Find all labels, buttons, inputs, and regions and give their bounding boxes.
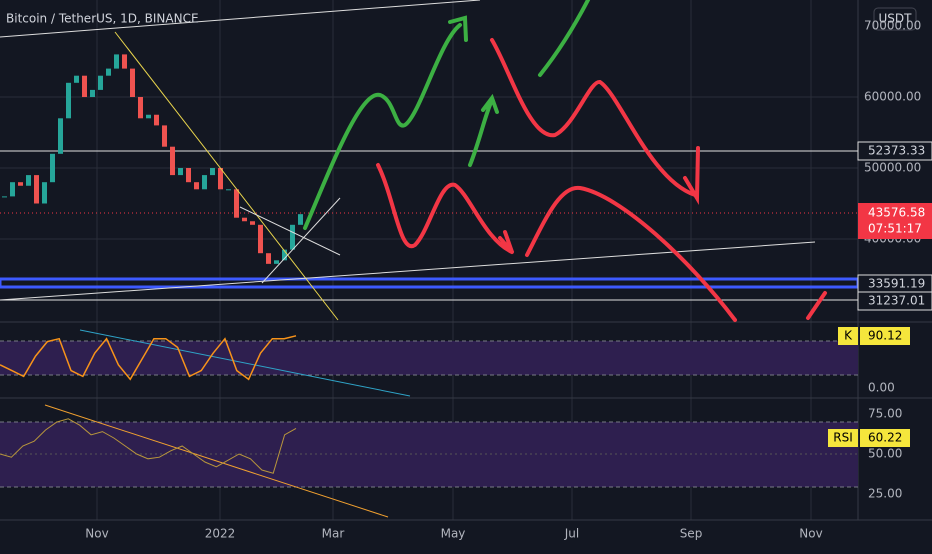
candle (106, 68, 111, 76)
rsi-tick: 75.00 (868, 407, 902, 421)
candle (282, 249, 287, 261)
indicator-tag (838, 327, 858, 345)
candle (290, 224, 295, 250)
time-tick: Nov (85, 527, 108, 541)
candle (154, 114, 159, 126)
candle (298, 214, 303, 225)
rsi-name: RSI (833, 431, 853, 445)
indicator-value-box (860, 327, 910, 345)
candle (194, 182, 199, 190)
candle (18, 182, 23, 186)
stoch-name: K (844, 329, 853, 343)
candle (34, 175, 39, 204)
candle (170, 146, 175, 176)
currency-label[interactable]: USDT (879, 12, 913, 26)
candle (26, 175, 31, 186)
stoch-tick: 0.00 (868, 381, 895, 395)
time-tick: May (441, 527, 466, 541)
drawings (0, 0, 827, 518)
time-tick: Mar (322, 527, 345, 541)
rsi-tick: 25.00 (868, 487, 902, 501)
price-box (858, 203, 932, 239)
candle (2, 196, 7, 198)
candle (74, 75, 79, 83)
candle (10, 182, 15, 197)
stoch-value: 90.12 (868, 329, 902, 343)
candle (186, 168, 191, 183)
candle (162, 125, 167, 147)
stoch-line (0, 335, 297, 381)
time-tick: Nov (799, 527, 822, 541)
symbol-title: Bitcoin / TetherUS, 1D, BINANCE (6, 12, 199, 26)
price-label: 33591.19 (868, 277, 925, 291)
candle (90, 89, 95, 97)
candle (122, 54, 127, 69)
candle (130, 68, 135, 97)
candle (218, 168, 223, 190)
candle (138, 97, 143, 119)
candle (98, 75, 103, 90)
price-box (857, 141, 932, 161)
indicator-value-box (860, 429, 910, 447)
price-label: 52373.33 (868, 144, 925, 158)
candle (66, 82, 71, 119)
candle (178, 168, 183, 176)
time-tick: Sep (680, 527, 703, 541)
rsi-tick: 50.00 (868, 447, 902, 461)
stoch-band (0, 341, 858, 375)
price-label: 31237.01 (868, 294, 925, 308)
candle (210, 168, 215, 176)
candle (274, 260, 279, 264)
time-tick: Jul (564, 527, 579, 541)
rsi-line (0, 418, 297, 474)
candles (2, 54, 303, 264)
time-axis: Nov 2022 Mar May Jul Sep Nov (85, 527, 822, 541)
time-tick: 2022 (205, 527, 236, 541)
currency-button[interactable] (873, 7, 917, 31)
rsi-value: 60.22 (868, 431, 902, 445)
rsi-band (0, 422, 858, 487)
candle (266, 253, 271, 264)
candle (250, 221, 255, 225)
candle (226, 189, 231, 191)
candle (42, 182, 47, 204)
candle (82, 75, 87, 97)
candle (202, 175, 207, 190)
indicator-tag (828, 429, 858, 447)
candle (114, 54, 119, 69)
price-box (857, 291, 932, 311)
candle (146, 114, 151, 119)
candle (234, 189, 239, 218)
candle (50, 153, 55, 183)
countdown: 07:51:17 (868, 222, 922, 236)
price-tick: 50000.00 (864, 161, 921, 175)
candle (58, 118, 63, 154)
candle (242, 217, 247, 222)
price-tick: 70000.00 (864, 19, 921, 33)
candle (258, 224, 263, 254)
price-tick: 60000.00 (864, 90, 921, 104)
price-label: 43576.58 (868, 206, 925, 220)
